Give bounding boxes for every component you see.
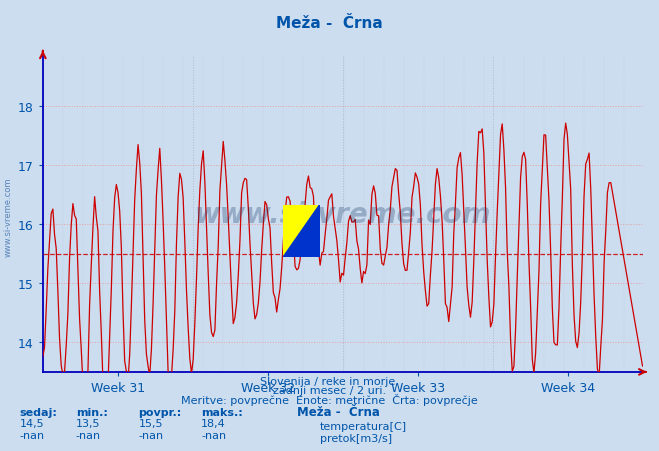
Text: 13,5: 13,5 (76, 418, 100, 428)
Text: www.si-vreme.com: www.si-vreme.com (194, 200, 491, 228)
Text: sedaj:: sedaj: (20, 407, 57, 417)
Text: www.si-vreme.com: www.si-vreme.com (3, 177, 13, 256)
Text: pretok[m3/s]: pretok[m3/s] (320, 433, 391, 443)
Text: -nan: -nan (76, 430, 101, 440)
Text: Meža -  Črna: Meža - Črna (276, 16, 383, 31)
Text: Slovenija / reke in morje.: Slovenija / reke in morje. (260, 376, 399, 386)
Polygon shape (283, 205, 320, 257)
Text: -nan: -nan (20, 430, 45, 440)
Text: maks.:: maks.: (201, 407, 243, 417)
Text: 18,4: 18,4 (201, 418, 226, 428)
Polygon shape (283, 205, 320, 257)
Text: 15,5: 15,5 (138, 418, 163, 428)
Text: Meritve: povprečne  Enote: metrične  Črta: povprečje: Meritve: povprečne Enote: metrične Črta:… (181, 393, 478, 405)
Text: min.:: min.: (76, 407, 107, 417)
Text: -nan: -nan (138, 430, 163, 440)
Text: 14,5: 14,5 (20, 418, 44, 428)
Text: Meža -  Črna: Meža - Črna (297, 405, 380, 418)
Text: povpr.:: povpr.: (138, 407, 182, 417)
Text: -nan: -nan (201, 430, 226, 440)
Text: zadnji mesec / 2 uri.: zadnji mesec / 2 uri. (273, 385, 386, 395)
Text: temperatura[C]: temperatura[C] (320, 421, 407, 431)
